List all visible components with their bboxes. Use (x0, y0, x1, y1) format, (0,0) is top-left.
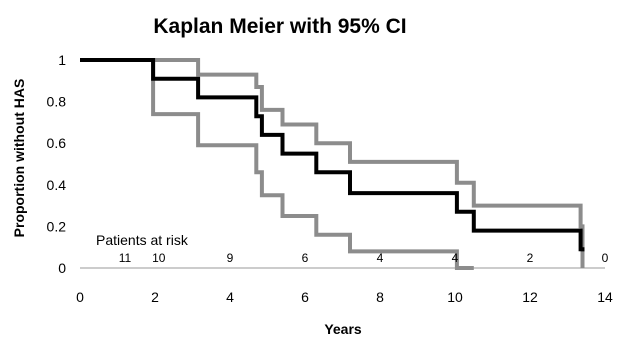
x-tick-label: 8 (376, 289, 384, 305)
x-tick-label: 12 (522, 289, 538, 305)
at-risk-count: 0 (602, 251, 609, 265)
survival-curves (80, 58, 585, 270)
y-tick-label: 0.6 (47, 135, 67, 151)
lower-ci-line (80, 58, 474, 270)
at-risk-counts: 11 10 9 6 4 4 2 0 (119, 251, 609, 265)
chart-title: Kaplan Meier with 95% CI (153, 15, 406, 38)
x-tick-label: 14 (597, 289, 613, 305)
y-axis-ticks: 0 0.2 0.4 0.6 0.8 1 (47, 52, 67, 276)
x-tick-label: 6 (301, 289, 309, 305)
x-axis-label: Years (324, 321, 362, 337)
x-tick-label: 10 (447, 289, 463, 305)
y-tick-label: 0 (58, 260, 66, 276)
x-axis-ticks: 0 2 4 6 8 10 12 14 (76, 289, 613, 305)
x-tick-label: 4 (226, 289, 234, 305)
y-axis-label: Proportion without HAS (11, 79, 27, 238)
x-tick-label: 2 (151, 289, 159, 305)
at-risk-label: Patients at risk (96, 232, 189, 248)
y-tick-label: 0.2 (47, 218, 67, 234)
x-tick-label: 0 (76, 289, 84, 305)
upper-ci-line (80, 58, 585, 268)
at-risk-count: 4 (377, 251, 384, 265)
at-risk-count: 10 (152, 251, 166, 265)
at-risk-count: 2 (527, 251, 534, 265)
y-tick-label: 0.4 (47, 177, 67, 193)
at-risk-count: 6 (302, 251, 309, 265)
y-tick-label: 1 (58, 52, 66, 68)
y-tick-label: 0.8 (47, 94, 67, 110)
km-estimate-line (80, 58, 585, 252)
at-risk-count: 11 (119, 251, 132, 265)
at-risk-count: 9 (227, 251, 234, 265)
at-risk-count: 4 (452, 251, 459, 265)
